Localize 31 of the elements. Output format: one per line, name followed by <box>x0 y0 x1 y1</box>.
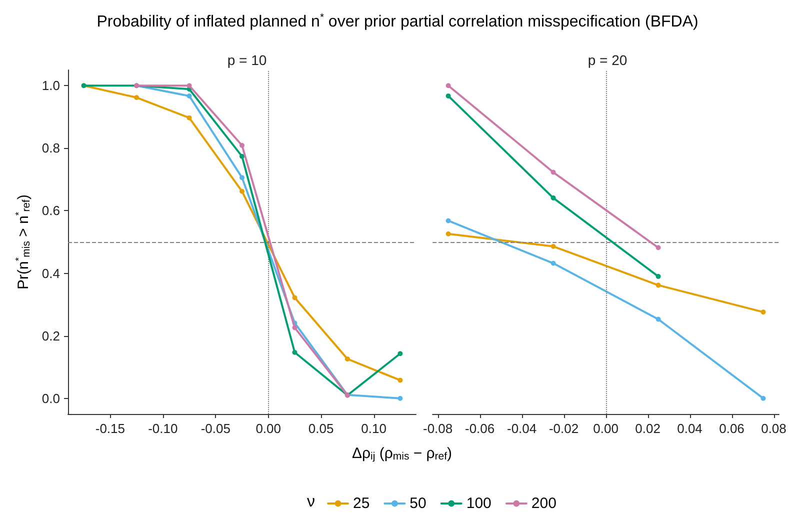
x-tick-label: -0.02 <box>548 421 579 436</box>
x-tick-label: -0.04 <box>506 421 537 436</box>
x-tick-label: -0.05 <box>200 421 230 436</box>
y-tick-label: 0.6 <box>42 203 60 218</box>
y-tick-label: 0.2 <box>42 328 60 344</box>
legend-label: 200 <box>531 495 556 512</box>
x-tick-label: 0.08 <box>761 421 786 436</box>
legend-title: ν <box>307 494 315 510</box>
chart-subtitle: p = 20 <box>588 52 628 68</box>
x-tick-label: 0.02 <box>635 421 660 436</box>
x-tick-label: 0.00 <box>256 421 282 436</box>
x-tick-label: 0.06 <box>719 421 744 436</box>
y-axis-title: Pr(n*mis > n*ref) <box>14 194 32 290</box>
x-axis-title: Δρij (ρmis − ρref) <box>352 445 452 462</box>
chart-title: Probability of inflated planned n* over prior partial correlation misspecification (BFDA) <box>96 12 698 30</box>
x-tick-label: -0.08 <box>422 421 453 436</box>
legend-label: 100 <box>466 495 492 512</box>
legend-label: 25 <box>353 495 370 512</box>
legend-label: 50 <box>410 495 426 512</box>
x-tick-label: -0.15 <box>95 421 125 436</box>
y-tick-label: 0.4 <box>42 266 60 281</box>
x-tick-label: -0.06 <box>464 421 495 436</box>
chart-subtitle: p = 10 <box>227 52 267 68</box>
x-tick-label: -0.10 <box>148 421 178 436</box>
y-tick-label: 1.0 <box>42 78 60 94</box>
x-tick-label: 0.05 <box>308 421 334 436</box>
x-tick-label: 0.00 <box>593 421 618 436</box>
x-tick-label: 0.10 <box>361 421 386 436</box>
y-tick-label: 0.8 <box>42 140 60 156</box>
x-tick-label: 0.04 <box>677 421 702 436</box>
y-tick-label: 0.0 <box>42 390 60 406</box>
